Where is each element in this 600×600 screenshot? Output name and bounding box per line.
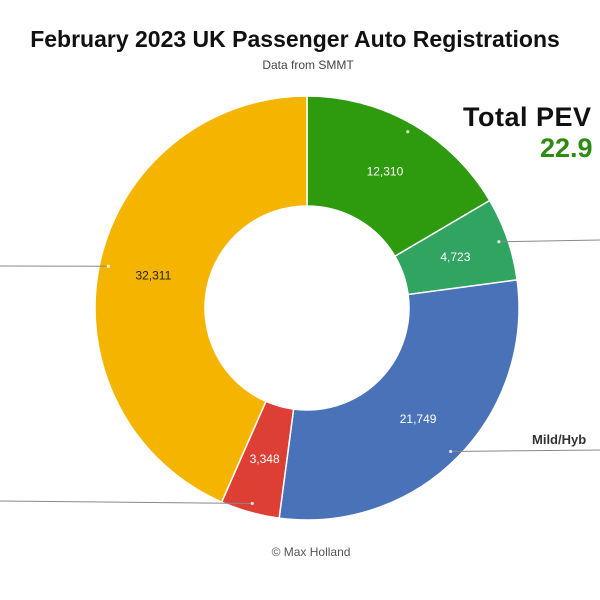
chart-title: February 2023 UK Passenger Auto Registra… xyxy=(30,26,560,52)
mild-hybrid-label: Mild/Hyb xyxy=(532,432,587,447)
slice-label-0: 12,310 xyxy=(367,165,404,179)
slice-label-2: 21,749 xyxy=(400,412,437,426)
donut-slice-4 xyxy=(94,95,308,504)
credit-text: © Max Holland xyxy=(271,545,351,559)
slices-layer xyxy=(94,95,520,521)
donut-slice-0 xyxy=(306,95,491,258)
slice-label-4: 32,311 xyxy=(135,269,171,283)
label-marker-3 xyxy=(250,501,254,506)
label-marker-4 xyxy=(106,264,110,268)
label-marker-0 xyxy=(406,130,410,134)
slice-labels-layer: 12,310 4,723 21,749 3,348 32,311 xyxy=(106,130,501,506)
leader-line-1 xyxy=(498,239,600,243)
label-marker-1 xyxy=(497,240,501,244)
slice-label-1: 4,723 xyxy=(440,250,470,264)
label-marker-2 xyxy=(449,449,453,454)
slice-label-3: 3,348 xyxy=(250,452,280,466)
chart-subtitle: Data from SMMT xyxy=(262,58,354,72)
leader-line-3 xyxy=(0,500,253,504)
total-pev-value: 22.9 xyxy=(540,133,593,163)
leader-lines-layer xyxy=(0,239,600,504)
leader-line-2 xyxy=(450,449,600,452)
donut-slice-2 xyxy=(278,279,520,521)
total-pev-label: Total PEV xyxy=(463,102,592,132)
